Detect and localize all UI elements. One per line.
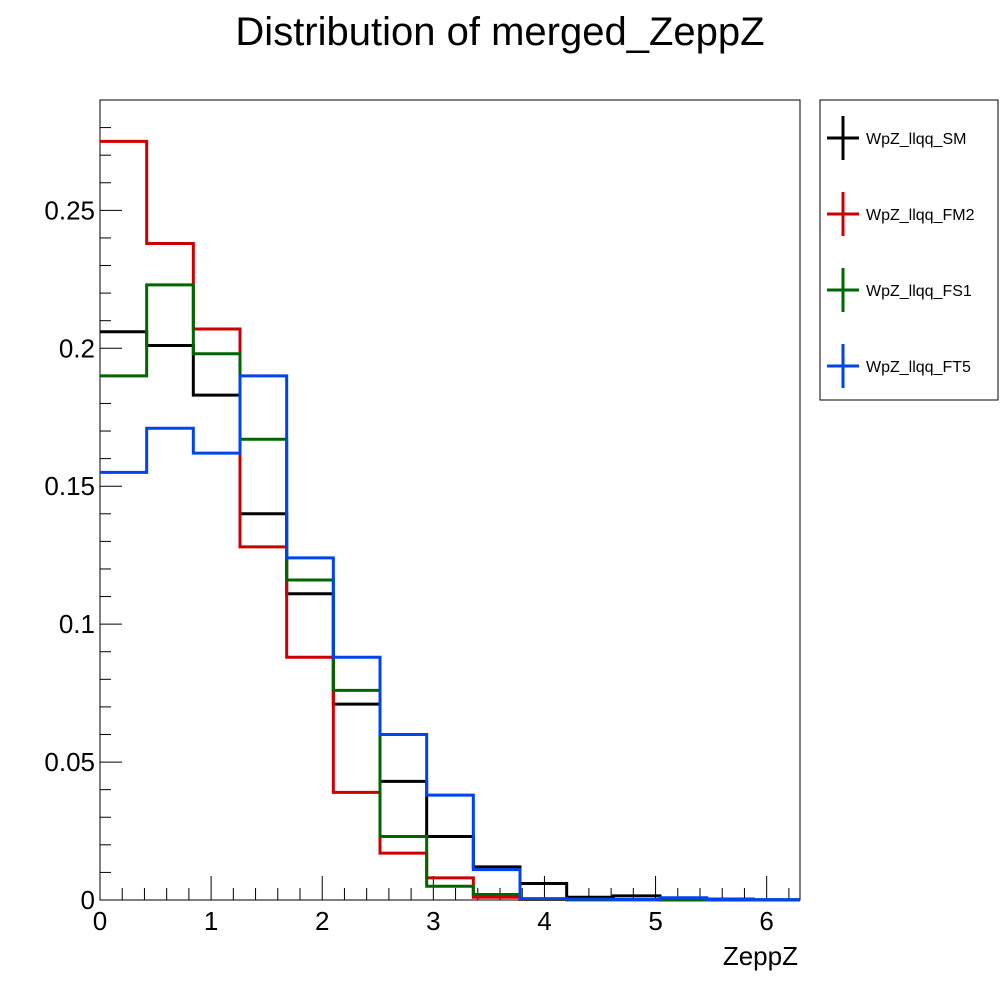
bin-marker [636,898,638,900]
bin-marker [589,898,591,900]
bin-marker [262,438,264,440]
bin-marker [682,899,684,901]
bin-marker [496,869,498,871]
bin-marker [496,893,498,895]
bin-marker [122,471,124,473]
bin-marker [356,791,358,793]
bin-marker [356,703,358,705]
y-minor-ticks [100,99,111,873]
bin-marker [262,375,264,377]
bin-marker [682,897,684,899]
bin-marker [262,546,264,548]
x-tick-label: 1 [204,906,218,936]
bin-marker [449,794,451,796]
legend-box [819,99,999,401]
bin-marker [122,331,124,333]
bin-marker [542,882,544,884]
y-tick-label: 0.05 [44,747,95,777]
y-tick-label: 0.1 [59,609,95,639]
y-axis: 0 0.05 0.1 0.15 0.2 0.25 [44,195,122,915]
bin-marker [216,452,218,454]
x-tick-label: 4 [537,906,551,936]
bin-marker [776,899,778,901]
bin-marker [402,836,404,838]
legend-entry: WpZ_llqq_SM [827,116,966,160]
bin-marker [356,689,358,691]
x-axis: 0 1 2 3 4 5 6 [93,876,774,936]
y-tick-label: 0.25 [44,195,95,225]
bin-marker [169,242,171,244]
x-tick-label: 6 [759,906,773,936]
plot-frame [99,99,801,901]
x-tick-label: 2 [315,906,329,936]
series-layer [100,139,800,902]
bin-marker [309,557,311,559]
bin-marker [402,733,404,735]
bin-marker [449,877,451,879]
bin-marker [542,898,544,900]
bin-marker [309,593,311,595]
x-tick-label: 0 [93,906,107,936]
x-tick-label: 3 [426,906,440,936]
x-axis-title: ZeppZ [723,941,798,971]
bin-marker [449,885,451,887]
legend-entry: WpZ_llqq_FS1 [827,268,972,312]
legend-label: WpZ_llqq_FS1 [866,283,972,300]
legend-entry: WpZ_llqq_FM2 [827,192,975,236]
x-tick-label: 5 [648,906,662,936]
legend-label: WpZ_llqq_SM [866,131,966,148]
bin-marker [262,513,264,515]
bin-marker [216,353,218,355]
bin-marker [729,898,731,900]
series-line [100,374,800,902]
bin-marker [496,866,498,868]
bin-marker [496,896,498,898]
chart-title: Distribution of merged_ZeppZ [235,10,764,54]
bin-marker [216,328,218,330]
bin-marker [122,140,124,142]
bin-marker [169,284,171,286]
y-tick-label: 0.15 [44,471,95,501]
bin-marker [449,836,451,838]
bin-marker [309,579,311,581]
bin-marker [309,656,311,658]
bin-marker [356,656,358,658]
legend: WpZ_llqq_SM WpZ_llqq_FM2 WpZ_llqq_FS1 WpZ_l… [819,99,999,401]
legend-entry: WpZ_llqq_FT5 [827,344,971,388]
bin-marker [636,895,638,897]
series-WpZ_llqq_FT5 [100,374,800,902]
bin-marker [169,345,171,347]
legend-label: WpZ_llqq_FM2 [866,207,975,224]
bin-marker [122,375,124,377]
bin-marker [402,852,404,854]
y-tick-label: 0.2 [59,333,95,363]
bin-marker [169,427,171,429]
bin-marker [216,394,218,396]
legend-label: WpZ_llqq_FT5 [866,359,971,376]
y-tick-label: 0 [81,885,95,915]
bin-marker [402,780,404,782]
